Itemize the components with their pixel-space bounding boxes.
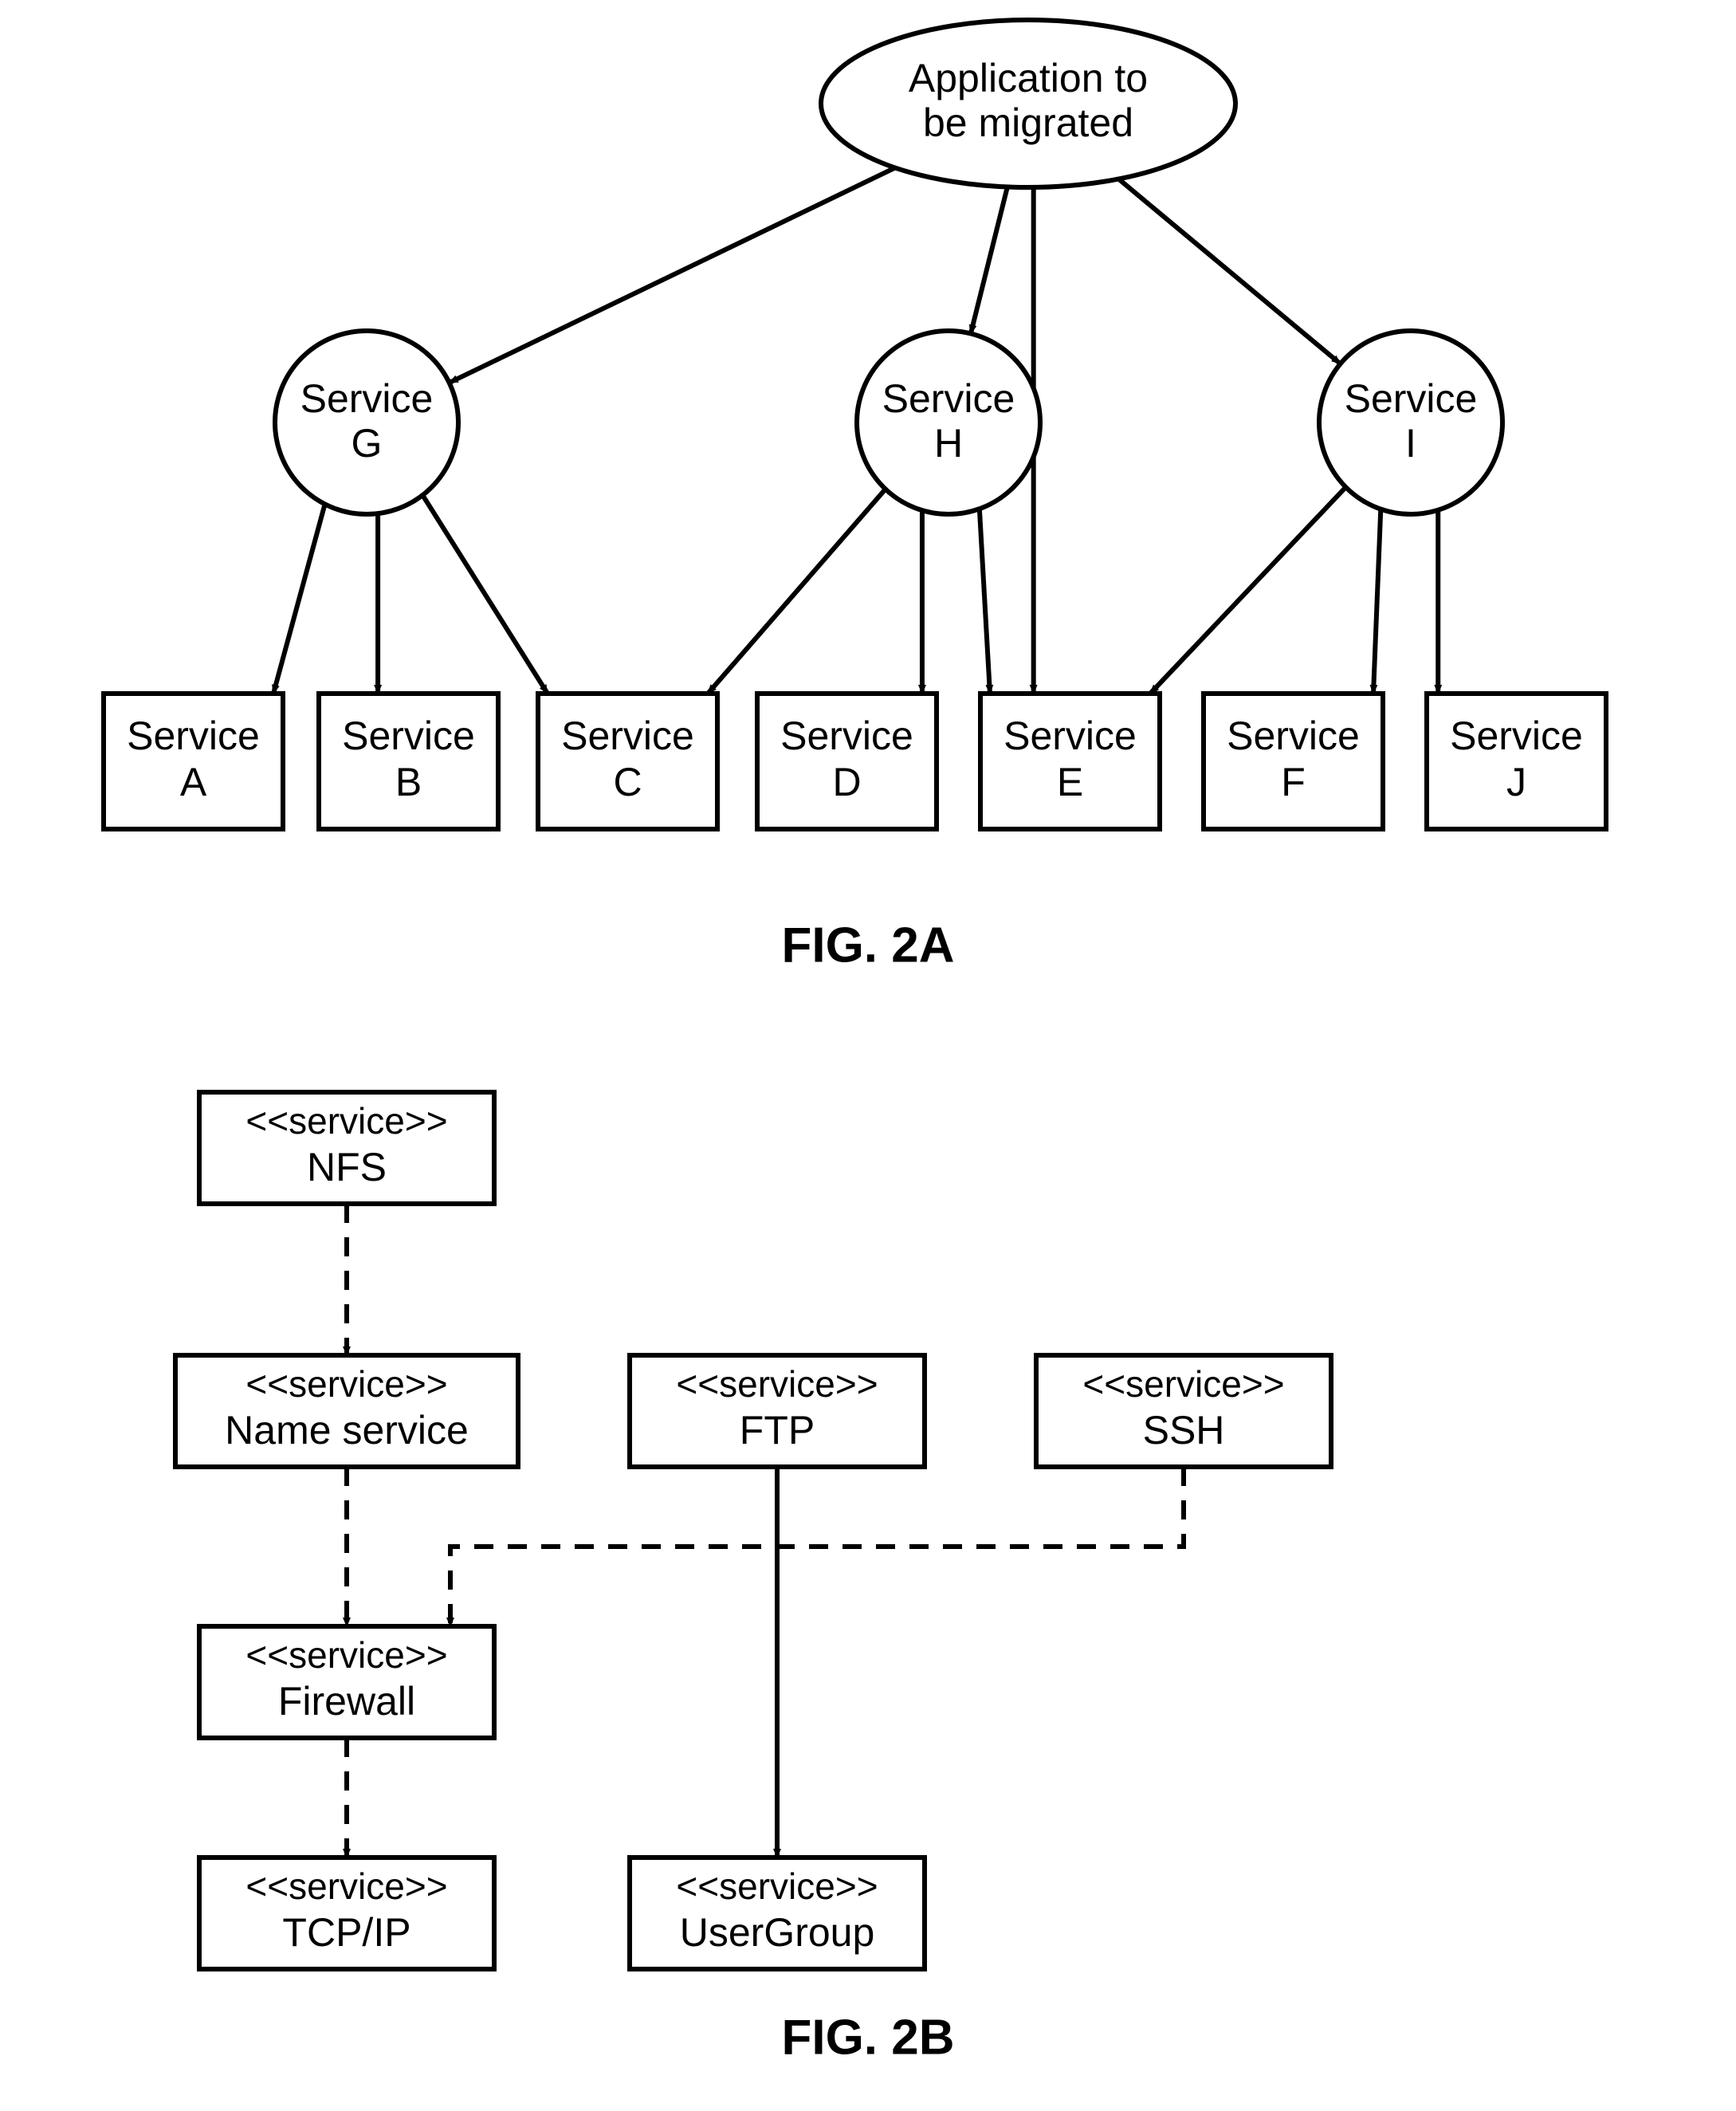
leaf-label1-E: Service — [1004, 713, 1137, 758]
root-label-1: Application to — [909, 56, 1148, 100]
leaf-label2-D: D — [832, 760, 861, 804]
leaf-label1-B: Service — [342, 713, 475, 758]
leaf-label1-J: Service — [1450, 713, 1583, 758]
stereotype-tcpip: <<service>> — [245, 1865, 447, 1907]
leaf-label1-C: Service — [561, 713, 694, 758]
service-label-nameserv: Name service — [225, 1408, 469, 1453]
edge-I-F — [1373, 509, 1381, 694]
edge-G-C — [422, 495, 548, 694]
mid-label2-G: G — [352, 421, 383, 466]
stereotype-ftp: <<service>> — [676, 1363, 878, 1405]
leaf-label1-F: Service — [1227, 713, 1360, 758]
mid-label2-I: I — [1405, 421, 1416, 466]
edge-root-H — [971, 187, 1007, 333]
edge-root-G — [450, 167, 895, 383]
edge-G-A — [273, 504, 325, 694]
stereotype-nameserv: <<service>> — [245, 1363, 447, 1405]
figB-edge-3 — [450, 1467, 1184, 1626]
figB-caption: FIG. 2B — [781, 2010, 954, 2065]
stereotype-firewall: <<service>> — [245, 1634, 447, 1676]
stereotype-ssh: <<service>> — [1082, 1363, 1284, 1405]
root-label-2: be migrated — [923, 100, 1133, 145]
leaf-label2-J: J — [1506, 760, 1526, 804]
leaf-label2-C: C — [613, 760, 642, 804]
edge-H-C — [708, 489, 886, 694]
mid-label2-H: H — [934, 421, 963, 466]
mid-label1-G: Service — [300, 376, 434, 421]
service-label-firewall: Firewall — [278, 1679, 415, 1724]
figA-caption: FIG. 2A — [781, 918, 954, 973]
edge-H-E — [980, 509, 990, 694]
service-label-nfs: NFS — [307, 1145, 387, 1189]
figB-edges — [347, 1204, 1184, 1857]
edge-I-E — [1150, 487, 1345, 694]
mid-label1-H: Service — [882, 376, 1015, 421]
leaf-label2-F: F — [1281, 760, 1306, 804]
mid-label1-I: Service — [1345, 376, 1478, 421]
service-label-ssh: SSH — [1143, 1408, 1225, 1453]
leaf-label2-B: B — [395, 760, 422, 804]
service-label-usergrp: UserGroup — [680, 1910, 875, 1955]
stereotype-usergrp: <<service>> — [676, 1865, 878, 1907]
stereotype-nfs: <<service>> — [245, 1100, 447, 1142]
service-label-ftp: FTP — [740, 1408, 815, 1453]
leaf-label1-A: Service — [127, 713, 260, 758]
leaf-label1-D: Service — [780, 713, 913, 758]
leaf-label2-E: E — [1057, 760, 1083, 804]
service-label-tcpip: TCP/IP — [282, 1910, 410, 1955]
leaf-label2-A: A — [180, 760, 207, 804]
edge-root-I — [1118, 179, 1340, 364]
